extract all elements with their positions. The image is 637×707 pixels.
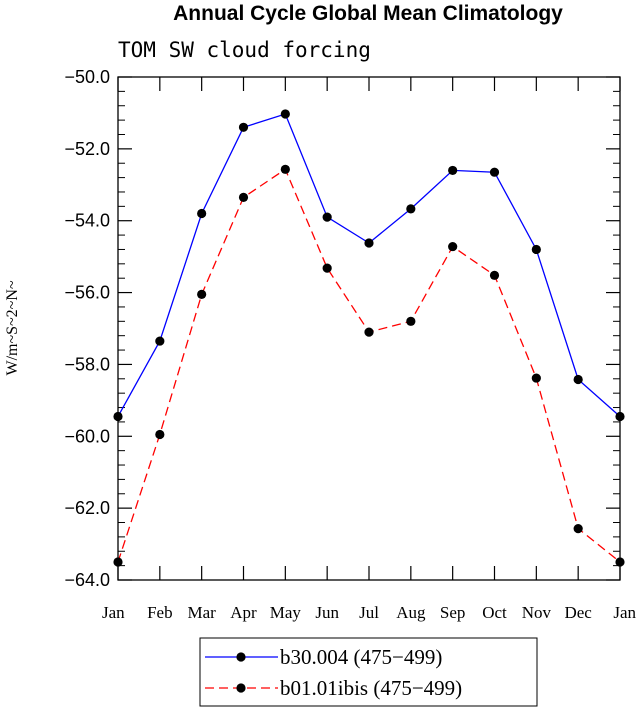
data-point-series-1	[322, 212, 332, 222]
legend-label-series-2: b01.01ibis (475−499)	[280, 676, 462, 700]
series-line-1	[117, 113, 621, 417]
x-tick-label: Apr	[230, 603, 257, 622]
y-axis-label: W/m~S~2~N~	[4, 280, 21, 375]
data-point-series-1	[531, 244, 541, 255]
y-tick-label: −58.0	[64, 354, 110, 374]
y-tick-label: −50.0	[64, 67, 110, 87]
data-point-series-2	[197, 289, 207, 299]
x-tick-label: Nov	[522, 603, 552, 622]
data-point-series-1	[615, 411, 625, 422]
data-point-series-2	[531, 373, 541, 383]
x-tick-label: Oct	[482, 603, 507, 622]
data-point-series-2	[364, 327, 374, 337]
data-point-series-1	[364, 238, 374, 248]
x-tick-label: Jun	[315, 603, 339, 622]
legend-marker-series-1	[236, 652, 246, 662]
data-point-series-1	[448, 165, 458, 176]
x-tick-label: Feb	[147, 603, 173, 622]
chart-title: Annual Cycle Global Mean Climatology	[173, 2, 563, 25]
data-point-series-1	[573, 374, 583, 385]
x-tick-label: Sep	[440, 603, 466, 622]
data-point-series-2	[280, 164, 290, 174]
data-point-series-2	[615, 557, 625, 567]
data-point-series-2	[448, 241, 458, 252]
data-point-series-1	[406, 204, 416, 214]
chart-subtitle: TOM SW cloud forcing	[118, 38, 371, 62]
data-point-series-2	[322, 263, 332, 273]
data-point-series-1	[489, 167, 500, 177]
data-point-series-2	[238, 192, 249, 202]
x-tick-label: May	[270, 603, 302, 622]
data-point-series-2	[113, 557, 123, 567]
y-tick-label: −60.0	[64, 426, 110, 446]
data-point-series-2	[406, 316, 416, 326]
y-tick-label: −62.0	[64, 498, 110, 518]
legend-box	[199, 637, 538, 707]
data-point-series-1	[238, 122, 249, 132]
legend-label-series-1: b30.004 (475−499)	[280, 645, 442, 669]
x-tick-label: Mar	[188, 603, 217, 622]
data-point-series-1	[155, 336, 165, 346]
x-tick-label: Jan	[102, 603, 125, 622]
y-tick-label: −52.0	[64, 139, 110, 159]
data-point-series-1	[197, 208, 207, 219]
data-point-series-1	[113, 411, 123, 422]
y-tick-label: −64.0	[64, 570, 110, 590]
data-point-series-2	[155, 429, 165, 440]
data-point-series-1	[280, 109, 290, 119]
series-line-2	[117, 168, 621, 563]
data-point-series-2	[573, 524, 583, 534]
data-point-series-2	[489, 270, 500, 280]
x-tick-label: Dec	[564, 603, 592, 622]
legend-marker-series-2	[236, 683, 246, 693]
x-tick-label: Jul	[359, 603, 379, 622]
y-tick-label: −56.0	[64, 283, 110, 303]
y-tick-label: −54.0	[64, 211, 110, 231]
x-tick-label: Aug	[396, 603, 426, 622]
x-tick-label: Jan	[613, 603, 636, 622]
